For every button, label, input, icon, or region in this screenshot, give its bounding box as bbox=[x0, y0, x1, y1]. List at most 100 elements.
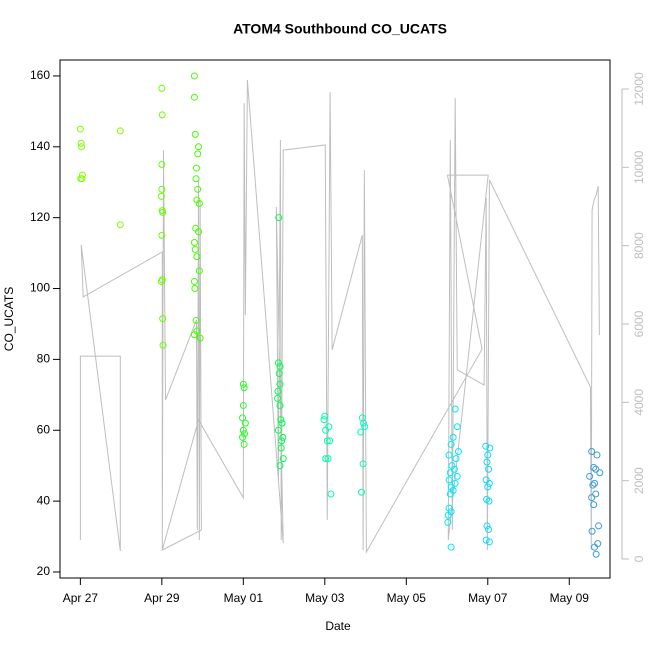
point bbox=[193, 196, 201, 204]
point bbox=[444, 518, 452, 526]
point bbox=[359, 460, 367, 468]
point bbox=[453, 423, 461, 431]
point bbox=[486, 444, 494, 452]
point bbox=[78, 143, 86, 151]
point bbox=[451, 479, 459, 487]
point bbox=[321, 412, 329, 420]
point bbox=[275, 214, 283, 222]
point bbox=[484, 451, 492, 459]
point bbox=[482, 442, 490, 450]
point bbox=[159, 341, 167, 349]
x-tick-label: May 05 bbox=[387, 591, 427, 605]
y-tick-label: 160 bbox=[30, 68, 50, 82]
point bbox=[447, 440, 455, 448]
point bbox=[190, 238, 198, 246]
point bbox=[449, 433, 457, 441]
point bbox=[239, 426, 247, 434]
y-tick-label: 80 bbox=[37, 352, 51, 366]
point bbox=[193, 327, 201, 335]
point bbox=[589, 481, 597, 489]
point bbox=[190, 331, 198, 339]
point bbox=[158, 231, 166, 239]
point bbox=[116, 221, 124, 229]
point bbox=[76, 125, 84, 133]
point bbox=[192, 175, 200, 183]
point bbox=[357, 488, 365, 496]
point bbox=[588, 448, 596, 456]
point bbox=[275, 370, 283, 378]
point bbox=[446, 469, 454, 477]
point bbox=[159, 208, 167, 216]
y2-tick-label: 6000 bbox=[632, 310, 646, 337]
point bbox=[195, 199, 203, 207]
point bbox=[447, 483, 455, 491]
point bbox=[158, 111, 166, 119]
point bbox=[159, 315, 167, 323]
chart-title: ATOM4 Southbound CO_UCATS bbox=[233, 21, 447, 37]
point bbox=[276, 401, 284, 409]
point bbox=[278, 419, 286, 427]
point bbox=[192, 316, 200, 324]
point bbox=[78, 171, 86, 179]
point bbox=[77, 139, 85, 147]
point bbox=[157, 277, 165, 285]
y2-tick-label: 2000 bbox=[632, 467, 646, 494]
point bbox=[593, 451, 601, 459]
point bbox=[596, 469, 604, 477]
point bbox=[276, 362, 284, 370]
y-axis-label: CO_UCATS bbox=[2, 287, 16, 351]
point bbox=[195, 267, 203, 275]
point bbox=[196, 334, 204, 342]
y-tick-label: 60 bbox=[37, 422, 51, 436]
point bbox=[277, 444, 285, 452]
y-tick-label: 100 bbox=[30, 281, 50, 295]
y2-tick-label: 10000 bbox=[632, 150, 646, 184]
point bbox=[190, 93, 198, 101]
point bbox=[446, 490, 454, 498]
point bbox=[116, 127, 124, 135]
point bbox=[590, 463, 598, 471]
point bbox=[448, 462, 456, 470]
y-tick-label: 40 bbox=[37, 493, 51, 507]
x-tick-label: Apr 29 bbox=[144, 591, 180, 605]
point bbox=[274, 387, 282, 395]
point bbox=[194, 185, 202, 193]
point bbox=[239, 380, 247, 388]
x-tick-label: Apr 27 bbox=[63, 591, 99, 605]
point bbox=[485, 465, 493, 473]
point bbox=[193, 253, 201, 261]
y2-tick-label: 8000 bbox=[632, 232, 646, 259]
point bbox=[239, 401, 247, 409]
point bbox=[241, 419, 249, 427]
point bbox=[590, 501, 598, 509]
point bbox=[157, 192, 165, 200]
point bbox=[194, 150, 202, 158]
point bbox=[485, 538, 493, 546]
x-tick-label: May 01 bbox=[224, 591, 264, 605]
point bbox=[239, 433, 247, 441]
y2-tick-label: 0 bbox=[632, 555, 646, 562]
point bbox=[595, 522, 603, 530]
x-tick-label: May 03 bbox=[305, 591, 345, 605]
point bbox=[78, 175, 86, 183]
point bbox=[450, 465, 458, 473]
point bbox=[447, 543, 455, 551]
point bbox=[485, 479, 493, 487]
point bbox=[357, 428, 365, 436]
x-axis-label: Date bbox=[325, 619, 351, 633]
point bbox=[191, 246, 199, 254]
point bbox=[327, 490, 335, 498]
point bbox=[588, 494, 596, 502]
point bbox=[192, 164, 200, 172]
point bbox=[195, 143, 203, 151]
point bbox=[191, 285, 199, 293]
y2-tick-label: 12000 bbox=[632, 72, 646, 106]
point bbox=[324, 455, 332, 463]
y-tick-label: 20 bbox=[37, 564, 51, 578]
point bbox=[588, 527, 596, 535]
point bbox=[445, 476, 453, 484]
point bbox=[274, 394, 282, 402]
line-series bbox=[79, 79, 600, 554]
point bbox=[361, 423, 369, 431]
